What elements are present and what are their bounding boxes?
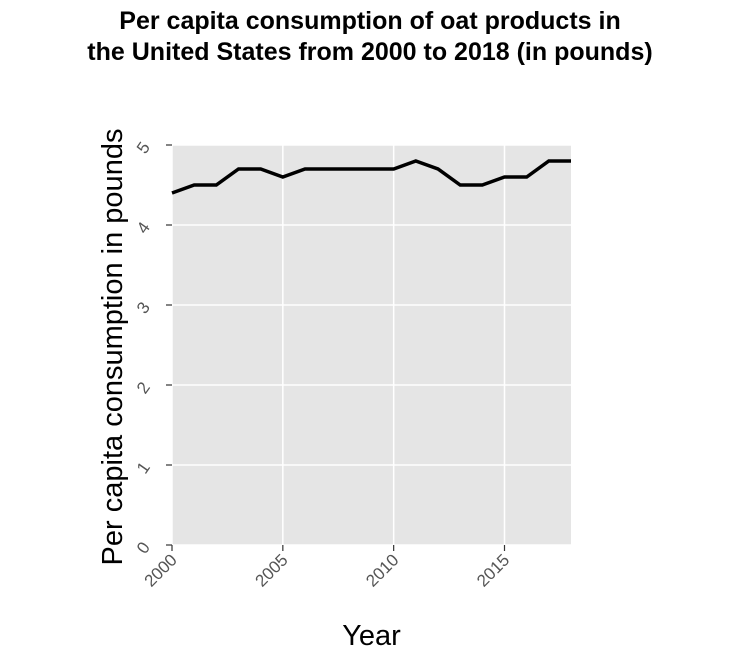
x-tick-label: 2010 <box>362 550 402 590</box>
y-tick-label: 5 <box>133 139 154 158</box>
chart-title: Per capita consumption of oat products i… <box>0 6 740 68</box>
y-axis-label: Per capita consumption in pounds <box>97 129 129 566</box>
y-tick-label: 0 <box>133 539 154 558</box>
x-tick-label: 2015 <box>473 550 513 590</box>
plot-area <box>172 145 571 545</box>
chart-title-line-1: Per capita consumption of oat products i… <box>119 7 621 35</box>
y-tick-label: 3 <box>133 299 154 318</box>
chart-title-line-2: the United States from 2000 to 2018 (in … <box>87 38 653 66</box>
series-group <box>171 159 571 195</box>
grid-lines <box>171 144 571 546</box>
y-tick-label: 2 <box>133 379 154 398</box>
x-axis-label: Year <box>342 620 401 652</box>
y-tick-label: 1 <box>133 459 154 478</box>
x-tick-label: 2005 <box>251 550 291 590</box>
y-tick-label: 4 <box>133 219 154 238</box>
series-line <box>171 159 571 195</box>
